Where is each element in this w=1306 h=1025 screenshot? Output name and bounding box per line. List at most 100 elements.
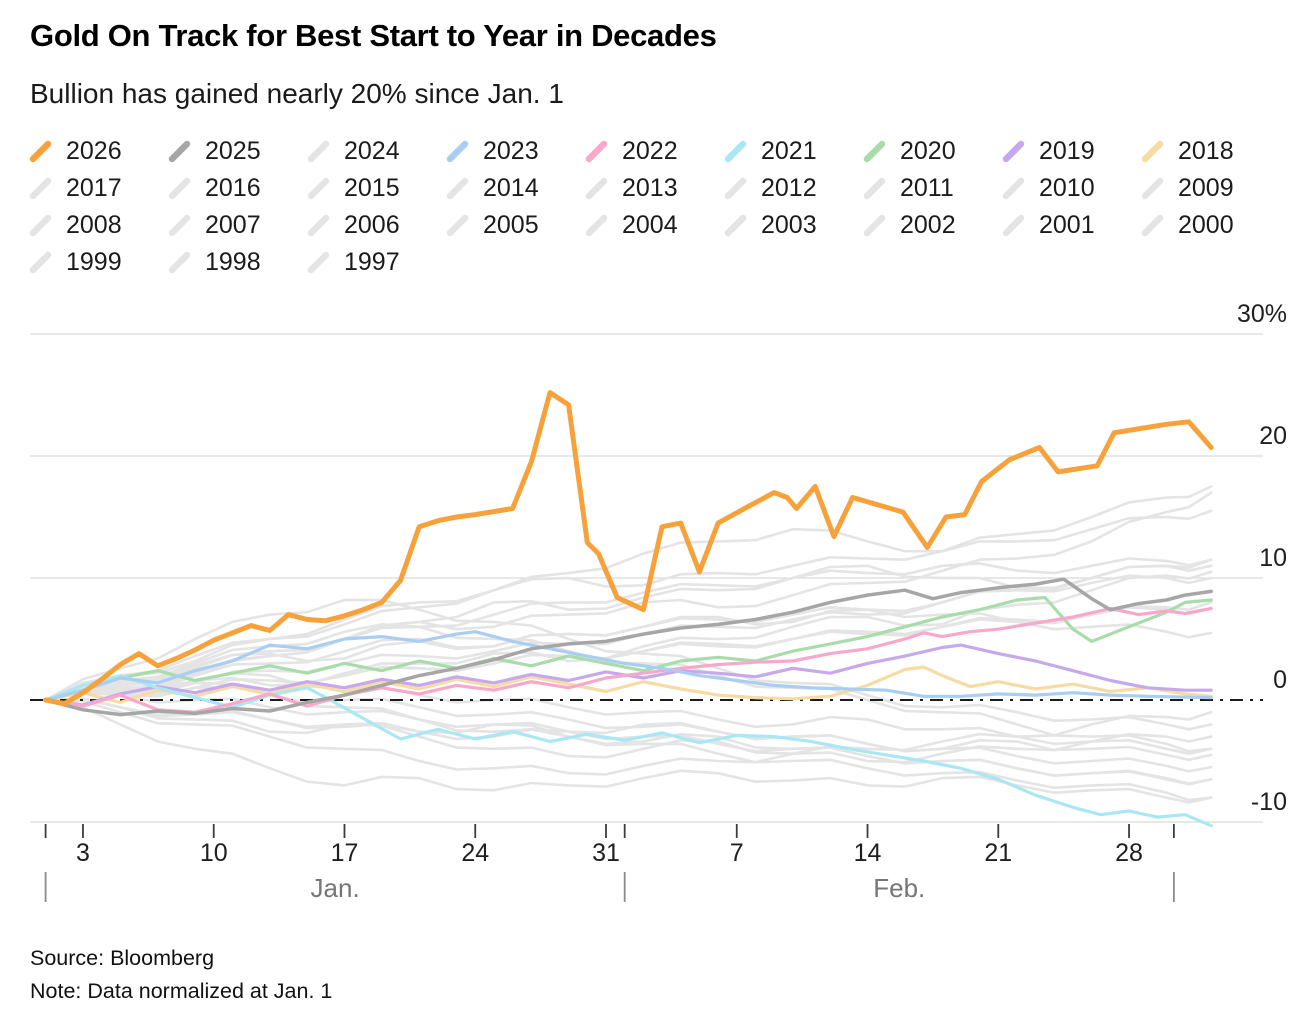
series-line-2025 bbox=[43, 577, 1213, 717]
legend-item-2011: 2011 bbox=[862, 170, 1001, 207]
legend-item-2005: 2005 bbox=[445, 207, 584, 244]
legend-swatch-2003 bbox=[724, 214, 747, 236]
legend-swatch-2004 bbox=[585, 214, 608, 236]
series-line-2026 bbox=[43, 390, 1214, 707]
legend-label-2010: 2010 bbox=[1039, 174, 1095, 202]
series-line-2011 bbox=[44, 698, 1213, 776]
series-line-2023 bbox=[43, 630, 1213, 702]
legend-swatch-2010 bbox=[1002, 177, 1025, 199]
legend-label-2018: 2018 bbox=[1178, 137, 1234, 165]
legend-label-1998: 1998 bbox=[205, 248, 261, 276]
x-tick-label-10: 10 bbox=[200, 839, 228, 867]
legend-swatch-2018 bbox=[1141, 140, 1164, 162]
legend-swatch-2023 bbox=[446, 140, 469, 162]
line-chart: 30% 20 10 0 -10 3 10 17 24 31 7 14 21 28 Jan. Feb. bbox=[30, 300, 1287, 903]
month-label-Feb: Feb. bbox=[873, 873, 925, 903]
x-tick-label-7: 7 bbox=[730, 839, 744, 867]
legend-label-2022: 2022 bbox=[622, 137, 678, 165]
legend-item-2004: 2004 bbox=[584, 207, 723, 244]
legend-swatch-2011 bbox=[863, 177, 886, 199]
y-axis-label-0: 0 bbox=[1273, 666, 1287, 694]
legend-item-1998: 1998 bbox=[167, 244, 306, 281]
legend-item-2002: 2002 bbox=[862, 207, 1001, 244]
legend-label-2002: 2002 bbox=[900, 211, 956, 239]
series-line-2005 bbox=[44, 697, 1213, 762]
legend-item-2026: 2026 bbox=[28, 133, 167, 170]
legend-label-2009: 2009 bbox=[1178, 174, 1234, 202]
x-tick-label-17: 17 bbox=[331, 839, 359, 867]
legend-swatch-2013 bbox=[585, 177, 608, 199]
legend-item-2003: 2003 bbox=[723, 207, 862, 244]
legend-item-2001: 2001 bbox=[1001, 207, 1140, 244]
legend-label-2020: 2020 bbox=[900, 137, 956, 165]
chart-footer: Source: Bloomberg Note: Data normalized … bbox=[30, 942, 332, 1008]
legend-item-2008: 2008 bbox=[28, 207, 167, 244]
legend-item-2010: 2010 bbox=[1001, 170, 1140, 207]
legend-label-2004: 2004 bbox=[622, 211, 678, 239]
legend-label-2025: 2025 bbox=[205, 137, 261, 165]
legend-swatch-1998 bbox=[168, 251, 191, 273]
y-axis-label-30%: 30% bbox=[1237, 300, 1287, 328]
legend-label-2024: 2024 bbox=[344, 137, 400, 165]
legend-label-2001: 2001 bbox=[1039, 211, 1095, 239]
series-line-2004 bbox=[44, 671, 1213, 756]
month-label-Jan: Jan. bbox=[311, 873, 360, 903]
legend-label-1997: 1997 bbox=[344, 248, 400, 276]
legend-swatch-2007 bbox=[168, 214, 191, 236]
series-line-2020 bbox=[43, 595, 1213, 702]
series-line-1997 bbox=[44, 698, 1213, 804]
legend-item-2021: 2021 bbox=[723, 133, 862, 170]
legend-swatch-2016 bbox=[168, 177, 191, 199]
legend-item-2016: 2016 bbox=[167, 170, 306, 207]
legend-item-2014: 2014 bbox=[445, 170, 584, 207]
legend-swatch-2009 bbox=[1141, 177, 1164, 199]
legend-item-2009: 2009 bbox=[1140, 170, 1279, 207]
x-tick-label-14: 14 bbox=[854, 839, 882, 867]
series-line-2024 bbox=[44, 570, 1213, 702]
legend-label-2005: 2005 bbox=[483, 211, 539, 239]
legend-label-2014: 2014 bbox=[483, 174, 539, 202]
legend-label-1999: 1999 bbox=[66, 248, 122, 276]
legend-swatch-2020 bbox=[863, 140, 886, 162]
legend-swatch-2002 bbox=[863, 214, 886, 236]
legend-item-2012: 2012 bbox=[723, 170, 862, 207]
legend-item-2024: 2024 bbox=[306, 133, 445, 170]
legend-swatch-2012 bbox=[724, 177, 747, 199]
chart-subtitle: Bullion has gained nearly 20% since Jan.… bbox=[30, 78, 564, 109]
legend-label-2021: 2021 bbox=[761, 137, 817, 165]
legend-swatch-2001 bbox=[1002, 214, 1025, 236]
series-line-2009 bbox=[44, 485, 1213, 702]
x-tick-label-28: 28 bbox=[1115, 839, 1143, 867]
legend-item-2013: 2013 bbox=[584, 170, 723, 207]
legend-swatch-1999 bbox=[29, 251, 52, 273]
chart-title: Gold On Track for Best Start to Year in … bbox=[30, 18, 717, 53]
legend-label-2023: 2023 bbox=[483, 137, 539, 165]
legend-item-2006: 2006 bbox=[306, 207, 445, 244]
legend-item-2017: 2017 bbox=[28, 170, 167, 207]
legend-item-1997: 1997 bbox=[306, 244, 445, 281]
series-line-2015 bbox=[44, 598, 1213, 731]
legend-label-2011: 2011 bbox=[900, 174, 954, 202]
legend-swatch-2014 bbox=[446, 177, 469, 199]
data-note: Note: Data normalized at Jan. 1 bbox=[30, 979, 333, 1003]
legend-label-2000: 2000 bbox=[1178, 211, 1234, 239]
legend-swatch-2025 bbox=[168, 140, 191, 162]
legend-label-2015: 2015 bbox=[344, 174, 400, 202]
series-line-2018 bbox=[43, 665, 1213, 704]
legend-item-2007: 2007 bbox=[167, 207, 306, 244]
legend-swatch-2015 bbox=[307, 177, 330, 199]
legend-label-2008: 2008 bbox=[66, 211, 122, 239]
legend-swatch-2019 bbox=[1002, 140, 1025, 162]
legend-swatch-2000 bbox=[1141, 214, 1164, 236]
legend-label-2017: 2017 bbox=[66, 174, 122, 202]
x-tick-label-21: 21 bbox=[984, 839, 1012, 867]
series-line-2008 bbox=[44, 509, 1213, 702]
legend-item-2025: 2025 bbox=[167, 133, 306, 170]
legend-label-2016: 2016 bbox=[205, 174, 261, 202]
legend-label-2019: 2019 bbox=[1039, 137, 1095, 165]
legend-label-2012: 2012 bbox=[761, 174, 817, 202]
legend-label-2003: 2003 bbox=[761, 211, 817, 239]
series-line-2003 bbox=[44, 623, 1213, 753]
legend-item-2019: 2019 bbox=[1001, 133, 1140, 170]
